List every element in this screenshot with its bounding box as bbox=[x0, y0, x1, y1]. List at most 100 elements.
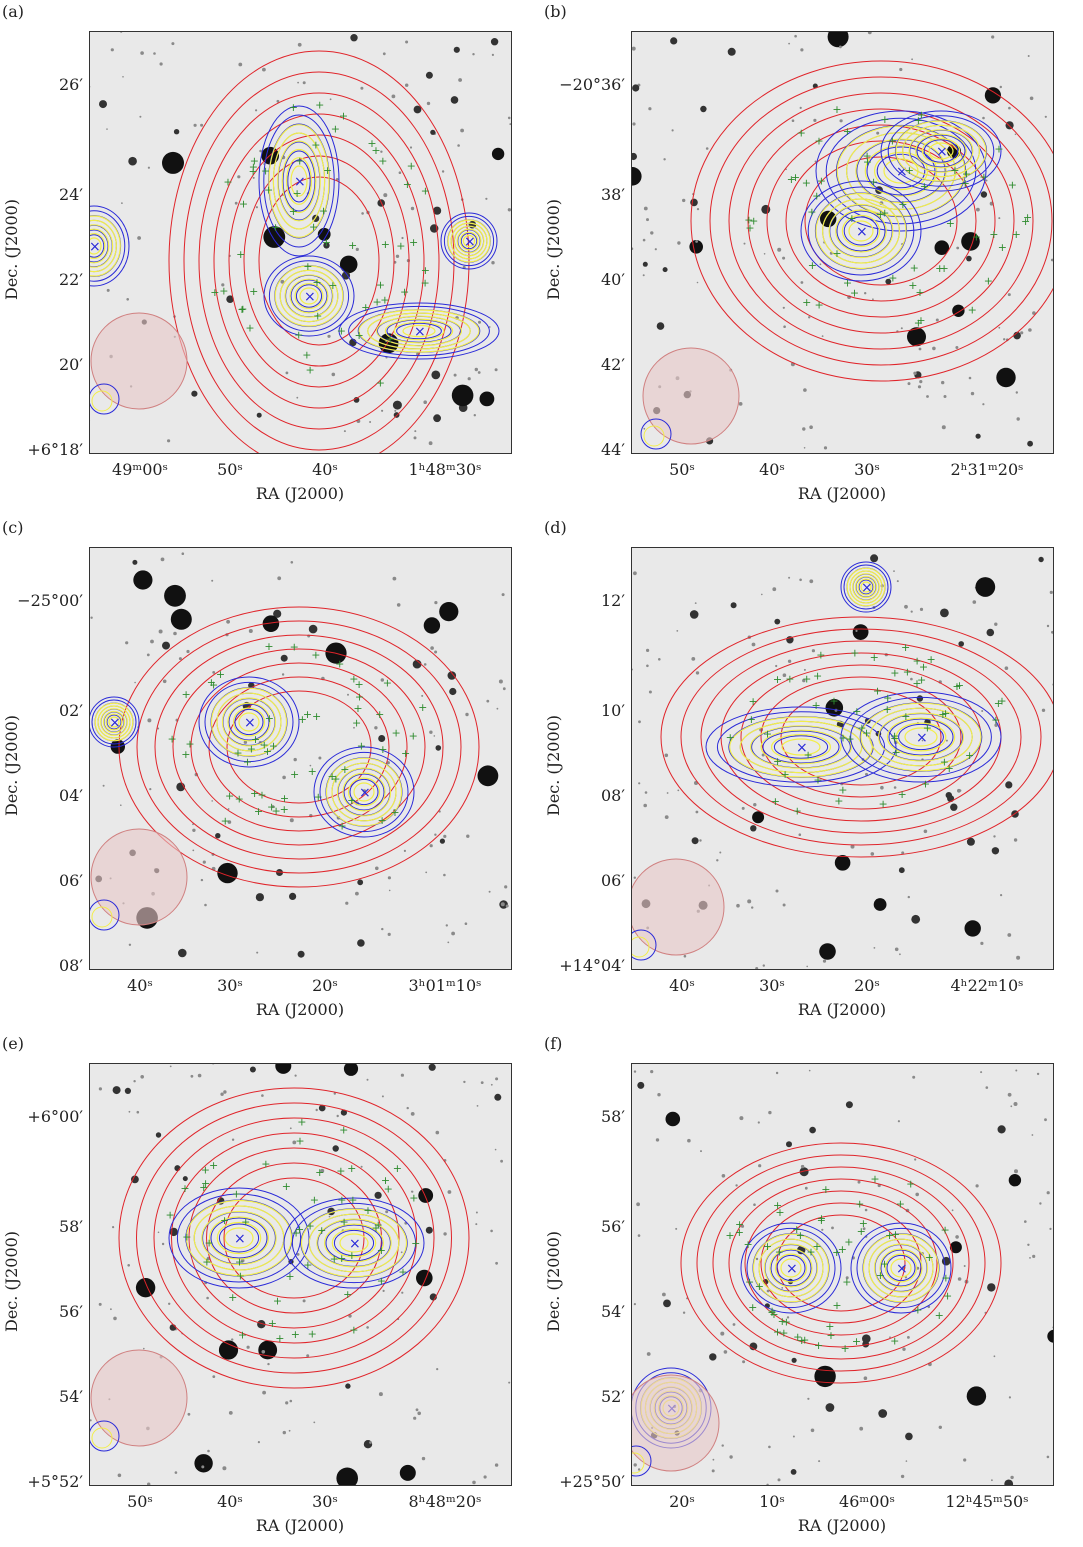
star bbox=[957, 1277, 962, 1281]
red-contour bbox=[766, 124, 996, 318]
star bbox=[1013, 838, 1018, 842]
star bbox=[405, 40, 409, 44]
star bbox=[775, 889, 779, 893]
star bbox=[285, 371, 289, 375]
galaxy-marker: + bbox=[915, 286, 924, 299]
star bbox=[870, 554, 879, 563]
galaxy-marker: + bbox=[979, 171, 988, 184]
red-contour bbox=[208, 676, 390, 818]
star bbox=[1027, 1243, 1030, 1246]
star bbox=[315, 1108, 318, 1112]
star bbox=[495, 1077, 499, 1081]
star bbox=[443, 834, 447, 838]
star bbox=[218, 1340, 239, 1360]
y-tick-label: 44′ bbox=[601, 440, 625, 459]
galaxy-marker: + bbox=[876, 208, 885, 221]
star bbox=[885, 278, 892, 285]
yellow-contour bbox=[450, 222, 488, 260]
star bbox=[735, 1184, 738, 1187]
galaxy-marker: + bbox=[745, 1275, 754, 1288]
star bbox=[381, 927, 384, 931]
star bbox=[261, 1350, 266, 1354]
star bbox=[457, 144, 460, 147]
galaxy-marker: + bbox=[292, 1226, 301, 1239]
star bbox=[940, 608, 949, 618]
galaxy-marker: + bbox=[267, 801, 276, 814]
star bbox=[905, 1460, 908, 1462]
star bbox=[923, 829, 928, 834]
star bbox=[646, 218, 649, 222]
star bbox=[309, 764, 312, 767]
star bbox=[808, 1069, 811, 1072]
x-tick-label: 3ʰ01ᵐ10ˢ bbox=[408, 976, 482, 995]
star bbox=[341, 271, 351, 280]
yellow-contour bbox=[822, 198, 901, 264]
beam-blue bbox=[89, 383, 120, 415]
star bbox=[98, 1302, 102, 1306]
star bbox=[443, 873, 446, 877]
yellow-contour bbox=[279, 269, 339, 323]
star bbox=[1010, 1105, 1013, 1108]
galaxy-marker: + bbox=[250, 787, 259, 800]
yellow-contour bbox=[284, 274, 334, 318]
star bbox=[147, 718, 152, 723]
star bbox=[126, 298, 129, 301]
galaxy-marker: + bbox=[832, 247, 841, 260]
star bbox=[985, 179, 988, 182]
star bbox=[864, 1208, 868, 1212]
star bbox=[128, 156, 137, 166]
galaxy-marker: + bbox=[303, 260, 312, 273]
star bbox=[355, 247, 359, 251]
star bbox=[263, 226, 286, 248]
star bbox=[998, 217, 1001, 220]
star bbox=[1041, 708, 1046, 712]
galaxy-marker: + bbox=[863, 150, 872, 163]
star bbox=[231, 1138, 235, 1141]
galaxy-marker: + bbox=[257, 789, 266, 802]
red-contour bbox=[804, 156, 958, 286]
star bbox=[1046, 624, 1050, 628]
galaxy-marker: + bbox=[923, 722, 932, 735]
source-marker: × bbox=[916, 730, 928, 746]
galaxy-marker: + bbox=[921, 778, 930, 791]
galaxy-marker: + bbox=[347, 1162, 356, 1175]
star bbox=[747, 899, 752, 904]
star bbox=[112, 1086, 121, 1095]
blue-contour bbox=[776, 1254, 806, 1282]
star bbox=[761, 753, 765, 757]
yellow-contour bbox=[300, 1208, 408, 1278]
galaxy-marker: + bbox=[249, 160, 258, 173]
star bbox=[1039, 1202, 1042, 1205]
star bbox=[501, 593, 505, 597]
star bbox=[806, 965, 808, 968]
star bbox=[447, 1190, 452, 1194]
star bbox=[897, 1120, 900, 1123]
star bbox=[739, 1116, 744, 1121]
galaxy-marker: + bbox=[814, 135, 823, 148]
galaxy-marker: + bbox=[280, 792, 289, 805]
star bbox=[320, 1168, 325, 1173]
galaxy-marker: + bbox=[812, 699, 821, 712]
y-tick-label: +6°00′ bbox=[27, 1107, 83, 1126]
yellow-contour bbox=[216, 1221, 262, 1255]
star bbox=[913, 371, 917, 375]
star bbox=[809, 1126, 816, 1134]
star bbox=[893, 786, 897, 789]
star bbox=[804, 1186, 808, 1190]
galaxy-marker: + bbox=[925, 1251, 934, 1264]
star bbox=[696, 281, 699, 284]
galaxy-marker: + bbox=[371, 144, 380, 157]
star bbox=[642, 274, 645, 277]
star bbox=[423, 617, 441, 634]
galaxy-marker: + bbox=[891, 1228, 900, 1241]
star bbox=[494, 1093, 502, 1101]
y-tick-label: +6°18′ bbox=[27, 440, 83, 459]
star bbox=[643, 427, 646, 430]
blue-contour bbox=[880, 110, 1002, 192]
star bbox=[845, 1101, 853, 1109]
star bbox=[975, 433, 981, 439]
star bbox=[899, 67, 903, 72]
red-contour bbox=[785, 140, 977, 302]
star bbox=[786, 1141, 792, 1148]
blue-contour bbox=[319, 751, 409, 833]
